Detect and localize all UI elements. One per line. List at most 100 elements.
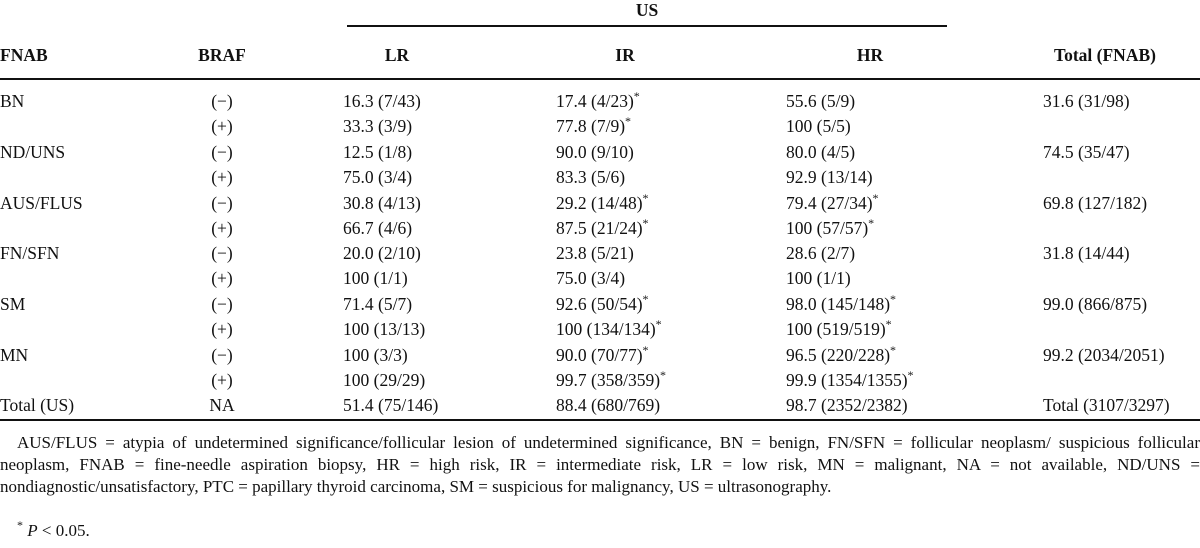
cell-mark: *: [890, 292, 897, 306]
cell-mark: *: [625, 114, 632, 128]
cell-text: 92.6 (50/54): [556, 294, 643, 314]
cell: 100 (29/29): [343, 370, 426, 390]
cell: (+): [211, 218, 233, 238]
cell: 74.5 (35/47): [1043, 142, 1130, 162]
cell: 98.7 (2352/2382): [786, 395, 908, 415]
cell-mark: *: [872, 191, 879, 205]
cell: 100 (134/134)*: [556, 317, 662, 339]
cell-text: 100 (519/519): [786, 319, 886, 339]
cell: 92.9 (13/14): [786, 167, 873, 187]
cell: 99.9 (1354/1355)*: [786, 368, 914, 390]
cell: (−): [211, 142, 233, 162]
cell: 16.3 (7/43): [343, 91, 421, 111]
cell-mark: *: [885, 317, 892, 331]
cell: 87.5 (21/24)*: [556, 216, 649, 238]
cell: 20.0 (2/10): [343, 243, 421, 263]
cell: (+): [211, 319, 233, 339]
cell-mark: *: [642, 216, 649, 230]
cell: 55.6 (5/9): [786, 91, 856, 111]
cell: (−): [211, 193, 233, 213]
cell: 100 (1/1): [343, 268, 408, 288]
cell: 75.0 (3/4): [556, 268, 626, 288]
rule: [0, 78, 1200, 80]
cell-mark: *: [642, 191, 649, 205]
footnote-mark: *: [17, 518, 23, 532]
cell: Total (US): [0, 395, 75, 415]
cell-text: 100 (134/134): [556, 319, 656, 339]
cell: 12.5 (1/8): [343, 142, 413, 162]
cell-mark: *: [642, 292, 649, 306]
footnote: AUS/FLUS = atypia of undetermined signif…: [0, 433, 1200, 496]
cell: 77.8 (7/9)*: [556, 114, 632, 136]
cell: (+): [211, 116, 233, 136]
cell: Total (3107/3297): [1043, 395, 1170, 415]
cell-text: 99.9 (1354/1355): [786, 370, 908, 390]
cell: 90.0 (70/77)*: [556, 343, 649, 365]
rule: [0, 419, 1200, 421]
cell: 83.3 (5/6): [556, 167, 626, 187]
cell: 69.8 (127/182): [1043, 193, 1148, 213]
cell: 98.0 (145/148)*: [786, 292, 897, 314]
cell: 99.2 (2034/2051): [1043, 345, 1165, 365]
rule: [347, 25, 947, 27]
cell: (−): [211, 294, 233, 314]
cell: 90.0 (9/10): [556, 142, 634, 162]
column-header: LR: [384, 45, 410, 65]
cell-mark: *: [633, 89, 640, 103]
cell: FN/SFN: [0, 243, 60, 263]
cell: 71.4 (5/7): [343, 294, 413, 314]
footnote-text: < 0.05.: [41, 521, 90, 540]
cell-text: 99.7 (358/359): [556, 370, 661, 390]
cell: 99.7 (358/359)*: [556, 369, 666, 390]
cell: 79.4 (27/34)*: [786, 191, 879, 213]
cell-text: 100 (57/57): [786, 218, 869, 238]
cell: 51.4 (75/146): [343, 395, 439, 415]
cell: SM: [0, 294, 26, 314]
cell: (+): [211, 370, 233, 390]
column-header: BRAF: [198, 45, 246, 65]
cell-mark: *: [655, 317, 662, 331]
cell: 80.0 (4/5): [786, 142, 856, 162]
footnote: * P < 0.05.: [17, 518, 90, 542]
cell: 100 (57/57)*: [786, 216, 875, 238]
cell: 31.8 (14/44): [1043, 243, 1130, 263]
cell: 30.8 (4/13): [343, 193, 421, 213]
cell: 28.6 (2/7): [786, 243, 856, 263]
cell: 92.6 (50/54)*: [556, 292, 649, 314]
column-header: Total (FNAB): [1054, 45, 1156, 65]
cell-mark: *: [868, 216, 875, 230]
group-header: US: [635, 0, 659, 20]
cell: (−): [211, 91, 233, 111]
cell: (−): [211, 243, 233, 263]
cell: (−): [211, 345, 233, 365]
cell-text: 29.2 (14/48): [556, 193, 643, 213]
cell: NA: [209, 395, 235, 415]
cell: AUS/FLUS: [0, 193, 83, 213]
cell: 99.0 (866/875): [1043, 294, 1148, 314]
cell-text: 87.5 (21/24): [556, 218, 643, 238]
footnote-variable: P: [27, 521, 38, 540]
cell-mark: *: [907, 368, 914, 382]
cell: 100 (1/1): [786, 268, 851, 288]
cell: 17.4 (4/23)*: [556, 89, 640, 111]
cell: 96.5 (220/228)*: [786, 344, 896, 365]
cell: MN: [0, 345, 29, 365]
cell: (+): [211, 268, 233, 288]
cell: 29.2 (14/48)*: [556, 191, 649, 213]
cell-text: 77.8 (7/9): [556, 116, 626, 136]
cell-mark: *: [642, 343, 649, 357]
column-header: HR: [856, 45, 884, 65]
column-header: IR: [615, 45, 635, 65]
cell: 88.4 (680/769): [556, 395, 661, 415]
cell-text: 90.0 (70/77): [556, 345, 643, 365]
cell: 100 (5/5): [786, 116, 851, 136]
column-header: FNAB: [0, 45, 48, 65]
cell: 23.8 (5/21): [556, 243, 634, 263]
cell: 75.0 (3/4): [343, 167, 413, 187]
cell: 66.7 (4/6): [343, 218, 413, 238]
cell: 33.3 (3/9): [343, 116, 413, 136]
cell: 100 (13/13): [343, 319, 426, 339]
cell-text: 96.5 (220/228): [786, 345, 891, 365]
cell: 31.6 (31/98): [1043, 91, 1130, 111]
